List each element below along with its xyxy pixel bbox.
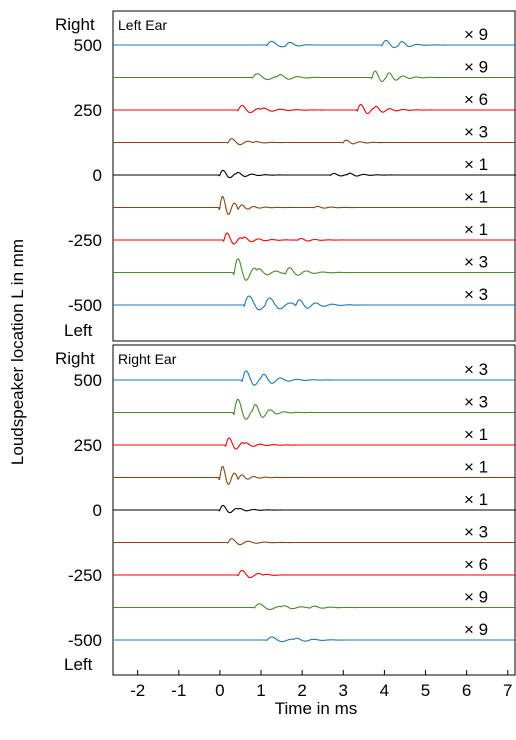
trace-right-ear-500: [112, 370, 516, 386]
x-axis: -2 -1 0 1 2 3 4 5 6 7: [130, 670, 513, 700]
gain-label: × 6: [464, 555, 488, 574]
x-tick-label: 6: [462, 681, 471, 700]
gain-label: × 3: [464, 253, 488, 272]
y-tick-label: -500: [68, 631, 102, 650]
trace-right-ear-375: [112, 398, 516, 420]
gain-label: × 3: [464, 123, 488, 142]
x-tick-label: 1: [256, 681, 265, 700]
gain-label: × 1: [464, 490, 488, 509]
panel-frame: [112, 10, 516, 342]
x-tick-label: 7: [503, 681, 512, 700]
trace-left-ear-125: [112, 138, 516, 146]
y-tick-label: 250: [74, 101, 102, 120]
gain-label: × 1: [464, 425, 488, 444]
trace-right-ear--125: [112, 538, 516, 546]
y-tick-label: 0: [93, 166, 102, 185]
trace-left-ear-500: [112, 39, 516, 49]
trace-left-ear--125: [112, 195, 516, 215]
gain-label: × 9: [464, 25, 488, 44]
trace-left-ear--375: [112, 258, 516, 281]
x-tick-label: -1: [171, 681, 186, 700]
x-tick-label: 2: [297, 681, 306, 700]
gain-label: × 1: [464, 188, 488, 207]
panel-title: Right Ear: [118, 351, 177, 367]
trace-right-ear-0: [112, 504, 516, 514]
gain-label: × 6: [464, 90, 488, 109]
trace-right-ear-125: [112, 465, 516, 485]
x-tick-label: 4: [380, 681, 389, 700]
y-tick-label: -500: [68, 296, 102, 315]
x-tick-label: -2: [130, 681, 145, 700]
gain-label: × 9: [464, 588, 488, 607]
y-tick-label: 500: [74, 371, 102, 390]
y-tick-label: 0: [93, 501, 102, 520]
gain-label: × 9: [464, 620, 488, 639]
trace-right-ear--250: [112, 569, 516, 579]
y-end-label-right: Right: [55, 15, 95, 34]
gain-label: × 9: [464, 58, 488, 77]
gain-label: × 1: [464, 220, 488, 239]
y-end-label-left: Left: [64, 321, 93, 340]
panel-right-ear: Right Ear Right Left 500 250 0 -250 -500 × 3 × 3 ×…: [55, 344, 516, 676]
y-end-label-right: Right: [55, 349, 95, 368]
panel-title: Left Ear: [118, 17, 167, 33]
x-tick-label: 5: [421, 681, 430, 700]
trace-left-ear--250: [112, 232, 516, 245]
trace-left-ear-0: [112, 169, 516, 179]
x-axis-title: Time in ms: [275, 699, 358, 718]
panels-layer: Left Ear Right Left 500 250 0 -250 -500 × 9 × 9 × …: [55, 10, 516, 676]
x-tick-label: 3: [339, 681, 348, 700]
trace-left-ear--500: [112, 295, 516, 311]
gain-label: × 3: [464, 285, 488, 304]
y-tick-label: -250: [68, 566, 102, 585]
trace-right-ear-250: [112, 437, 516, 450]
y-axis-title: Loudspeaker location L in mm: [8, 239, 27, 465]
panel-left-ear: Left Ear Right Left 500 250 0 -250 -500 × 9 × 9 × …: [55, 10, 516, 342]
gain-label: × 3: [464, 523, 488, 542]
trace-left-ear-375: [112, 70, 516, 83]
x-tick-label: 0: [215, 681, 224, 700]
trace-right-ear--500: [112, 636, 516, 643]
y-tick-label: -250: [68, 231, 102, 250]
trace-left-ear-250: [112, 103, 516, 115]
gain-label: × 3: [464, 360, 488, 379]
y-end-label-left: Left: [64, 655, 93, 674]
y-tick-label: 500: [74, 36, 102, 55]
gain-label: × 3: [464, 393, 488, 412]
gain-label: × 1: [464, 155, 488, 174]
trace-right-ear--375: [112, 603, 516, 611]
y-tick-label: 250: [74, 436, 102, 455]
gain-label: × 1: [464, 458, 488, 477]
